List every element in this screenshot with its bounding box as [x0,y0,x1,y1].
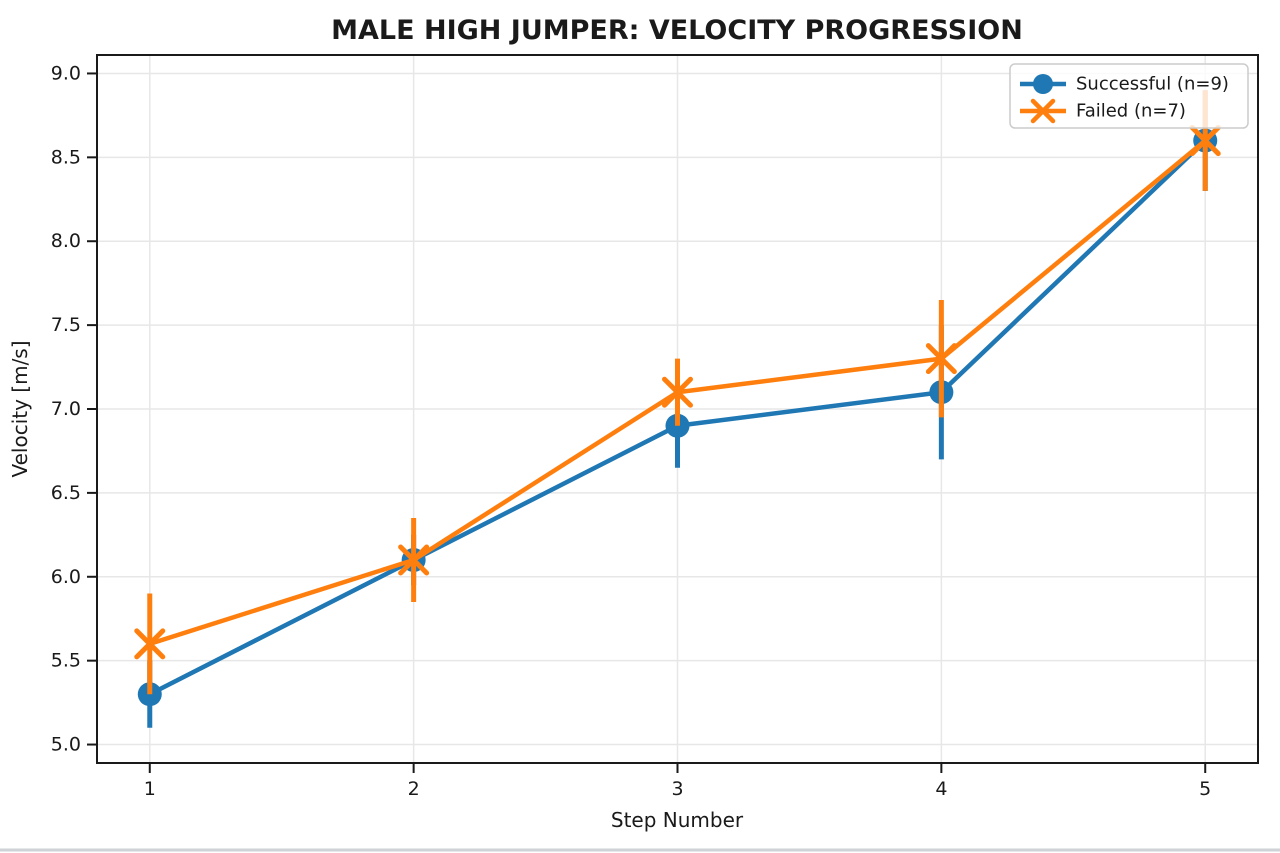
x-marker [925,343,957,375]
x-tick-label: 1 [144,778,156,800]
y-axis-label: Velocity [m/s] [8,340,32,477]
legend-box [1009,63,1249,129]
x-tick-label: 3 [671,778,683,800]
y-tick-label: 6.5 [51,482,81,504]
y-tick-label: 5.5 [51,650,81,672]
y-tick-label: 8.5 [51,146,81,168]
y-tick-label: 9.0 [51,62,81,84]
y-tick-label: 7.0 [51,398,81,420]
legend-circle-marker [1033,74,1053,94]
x-tick-label: 5 [1199,778,1211,800]
legend-label-successful: Successful (n=9) [1076,74,1229,95]
x-marker [1189,125,1221,157]
y-tick-label: 5.0 [51,734,81,756]
y-tick-label: 7.5 [51,314,81,336]
x-tick-label: 4 [935,778,947,800]
x-tick-label: 2 [408,778,420,800]
legend-label-failed: Failed (n=7) [1076,101,1186,122]
x-marker [662,376,693,408]
data-series [134,90,1221,728]
x-marker [398,544,430,576]
axis-ticks: 5.0 5.5 6.0 6.5 7.0 7.5 8.0 8.5 9.0 1 2 3 4 5 [51,62,1211,800]
chart-title: MALE HIGH JUMPER: VELOCITY PROGRESSION [331,15,1023,46]
y-tick-label: 8.0 [51,230,81,252]
legend-glyphs [1020,74,1066,124]
legend: Successful (n=9) Failed (n=7) [1009,63,1249,129]
x-marker [134,628,166,660]
y-tick-label: 6.0 [51,566,81,588]
series-failed [134,90,1221,695]
x-axis-label: Step Number [611,808,744,832]
legend-x-marker [1030,98,1056,124]
